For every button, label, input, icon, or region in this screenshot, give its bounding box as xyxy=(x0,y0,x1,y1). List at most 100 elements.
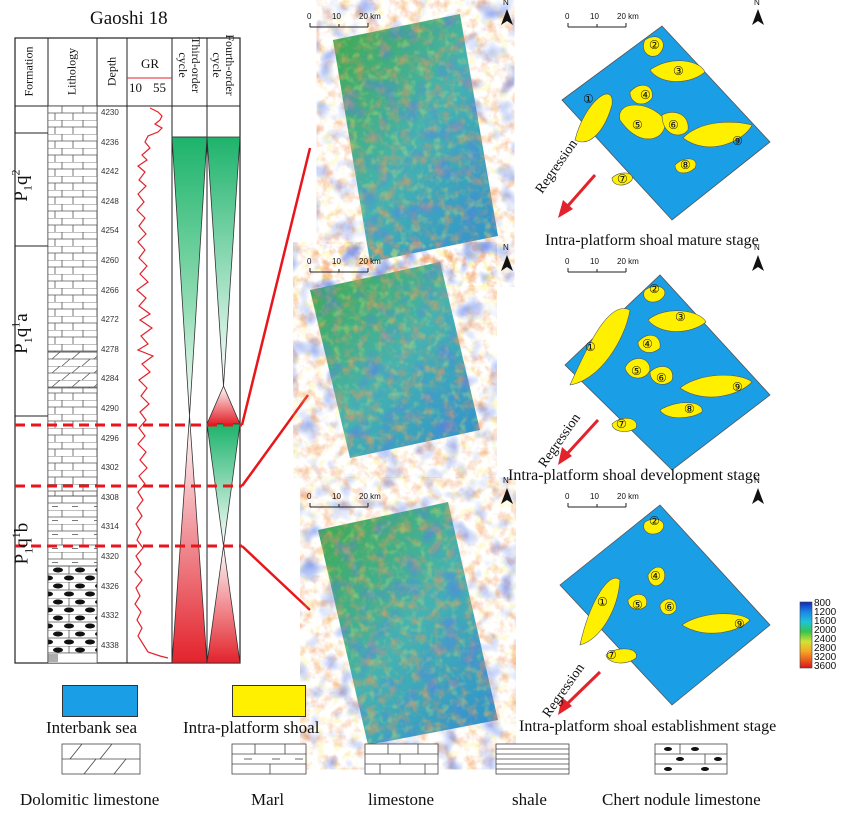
shoal-number: ⑦ xyxy=(616,417,627,431)
legend-label-sea: Interbank sea xyxy=(46,718,138,737)
scale-label: 0 xyxy=(565,492,570,501)
stage-label-establishment: Intra-platform shoal establishment stage xyxy=(519,718,777,735)
facies-map-development xyxy=(564,274,771,471)
legend-label-dolomitic-limestone: Dolomitic limestone xyxy=(20,790,160,809)
shoal-number: ② xyxy=(649,38,660,52)
shoal-number: ⑤ xyxy=(632,598,643,612)
shoal-number: ⑤ xyxy=(631,364,642,378)
shoal-number: ⑧ xyxy=(684,402,695,416)
colorbar-tick-label: 1200 xyxy=(814,607,837,618)
shoal-number: ⑦ xyxy=(606,648,617,662)
shoal-number: ① xyxy=(597,595,608,609)
scale-label: 10 xyxy=(590,492,599,501)
depth-label: 4290 xyxy=(101,404,119,413)
scale-label: 0 xyxy=(307,257,312,266)
shoal-number: ① xyxy=(585,340,596,354)
depth-label: 4314 xyxy=(101,522,119,532)
depth-label: 4302 xyxy=(101,463,119,473)
depth-label: 4272 xyxy=(101,315,119,325)
shoal-number: ⑨ xyxy=(732,380,743,394)
facies-map-mature xyxy=(561,25,771,221)
north-label: N xyxy=(503,243,509,252)
shoal-number: ② xyxy=(649,282,660,296)
scale-label: 10 xyxy=(332,12,341,21)
shoal-number: ⑨ xyxy=(734,617,745,631)
shoal-number: ⑥ xyxy=(656,371,667,385)
shoal-number: ④ xyxy=(640,88,651,102)
scale-label: 0 xyxy=(565,12,570,21)
depth-label: 4338 xyxy=(101,640,119,650)
colorbar-tick-label: 2800 xyxy=(814,643,837,654)
colorbar-tick-label: 1600 xyxy=(814,616,837,627)
scale-label: 20 km xyxy=(359,12,381,21)
legend-label-limestone: limestone xyxy=(368,790,435,809)
scale-label: 20 km xyxy=(617,257,639,266)
well-title: Gaoshi 18 xyxy=(90,8,168,29)
shoal-number: ⑥ xyxy=(668,118,679,132)
fourth-order-green-triangle-1 xyxy=(206,136,241,387)
depth-label: 4332 xyxy=(101,611,119,621)
fourth-order-red-triangle-2 xyxy=(206,545,241,664)
seismic-map-3 xyxy=(318,502,498,745)
depth-label: 4254 xyxy=(101,226,119,236)
colorbar xyxy=(799,601,813,669)
north-label: N xyxy=(754,476,760,485)
legend-lithology-swatches xyxy=(61,743,728,775)
depth-label: 4236 xyxy=(101,137,119,147)
shoal-number: ⑨ xyxy=(732,134,743,148)
scale-label: 10 xyxy=(332,257,341,266)
north-label: N xyxy=(503,0,509,7)
depth-label: 4230 xyxy=(101,108,119,117)
north-label: N xyxy=(503,476,509,485)
legend-swatch-sea xyxy=(62,685,138,717)
scale-label: 10 xyxy=(332,492,341,501)
gr-curve xyxy=(134,107,169,659)
legend-label-chert: Chert nodule limestone xyxy=(602,790,761,809)
facies-map-establishment xyxy=(559,504,771,706)
north-label: N xyxy=(754,243,760,252)
scale-label: 0 xyxy=(565,257,570,266)
legend-label-marl: Marl xyxy=(251,790,285,809)
depth-label: 4320 xyxy=(101,552,119,561)
depth-label: 4242 xyxy=(101,167,119,177)
depth-label: 4326 xyxy=(101,581,119,591)
scale-label: 20 km xyxy=(617,12,639,21)
header-gr-max: 55 xyxy=(153,80,166,95)
scale-label: 20 km xyxy=(617,492,639,501)
legend-swatch-shoal xyxy=(232,685,306,717)
legend-label-shoal: Intra-platform shoal xyxy=(183,718,320,737)
colorbar-tick-label: 2400 xyxy=(814,634,837,645)
scale-label: 10 xyxy=(590,257,599,266)
shoal-number: ⑥ xyxy=(664,600,675,614)
depth-label: 4266 xyxy=(101,285,119,295)
colorbar-tick-label: 2000 xyxy=(814,625,837,636)
depth-label: 4248 xyxy=(101,196,119,206)
stage-label-development: Intra-platform shoal development stage xyxy=(508,467,760,484)
header-gr: GR xyxy=(141,56,160,71)
depth-label: 4308 xyxy=(101,492,119,502)
shoal-number: ④ xyxy=(650,569,661,583)
scale-label: 20 km xyxy=(359,492,381,501)
shoal-number: ③ xyxy=(675,310,686,324)
scale-label: 10 xyxy=(590,12,599,21)
depth-label: 4260 xyxy=(101,256,119,265)
scale-label: 0 xyxy=(307,12,312,21)
seismic-map-2 xyxy=(310,262,480,458)
north-label: N xyxy=(754,0,760,7)
stage-label-mature: Intra-platform shoal mature stage xyxy=(545,232,759,249)
shoal-number: ② xyxy=(649,514,660,528)
shoal-number: ③ xyxy=(673,64,684,78)
shoal-number: ⑧ xyxy=(680,158,691,172)
colorbar-tick-label: 3200 xyxy=(814,652,837,663)
colorbar-tick-label: 800 xyxy=(814,598,831,609)
third-order-red-triangle-upper xyxy=(171,415,208,664)
legend-label-shale: shale xyxy=(512,790,547,809)
depth-label: 4296 xyxy=(101,433,119,443)
scale-label: 0 xyxy=(307,492,312,501)
shoal-number: ① xyxy=(583,92,594,106)
scale-label: 20 km xyxy=(359,257,381,266)
well-log-panel xyxy=(14,37,242,664)
